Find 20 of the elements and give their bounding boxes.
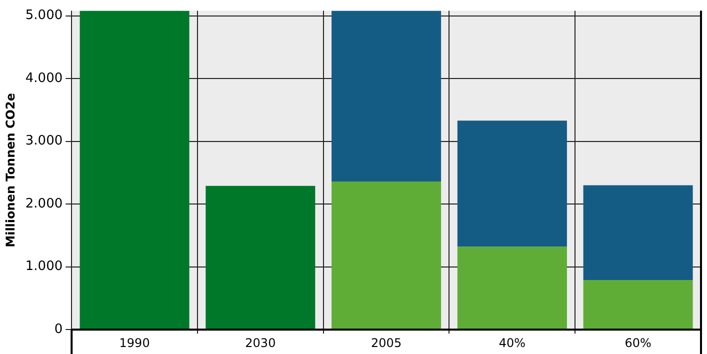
- bar: [80, 10, 190, 330]
- x-tick-label: 2030: [245, 336, 276, 350]
- y-tick-label: 1.000: [25, 259, 63, 274]
- bar: [206, 186, 316, 330]
- x-tick-label: 1990: [119, 336, 150, 350]
- bar: [457, 246, 567, 330]
- y-axis-title: Millionen Tonnen CO2e: [3, 93, 18, 248]
- y-tick-label: 5.000: [25, 8, 63, 24]
- bar: [583, 280, 693, 330]
- x-tick-label: 60%: [624, 336, 652, 350]
- bar: [583, 185, 693, 280]
- bar: [332, 181, 442, 330]
- y-tick-label: 2.000: [25, 196, 63, 212]
- bar: [332, 10, 442, 182]
- y-tick-label: 4.000: [25, 70, 63, 86]
- y-tick-label: 3.000: [25, 134, 63, 149]
- bar: [457, 120, 567, 247]
- y-tick-label: 0: [54, 322, 63, 337]
- x-tick-label: 2005: [371, 336, 402, 350]
- x-tick-label: 40%: [498, 336, 526, 350]
